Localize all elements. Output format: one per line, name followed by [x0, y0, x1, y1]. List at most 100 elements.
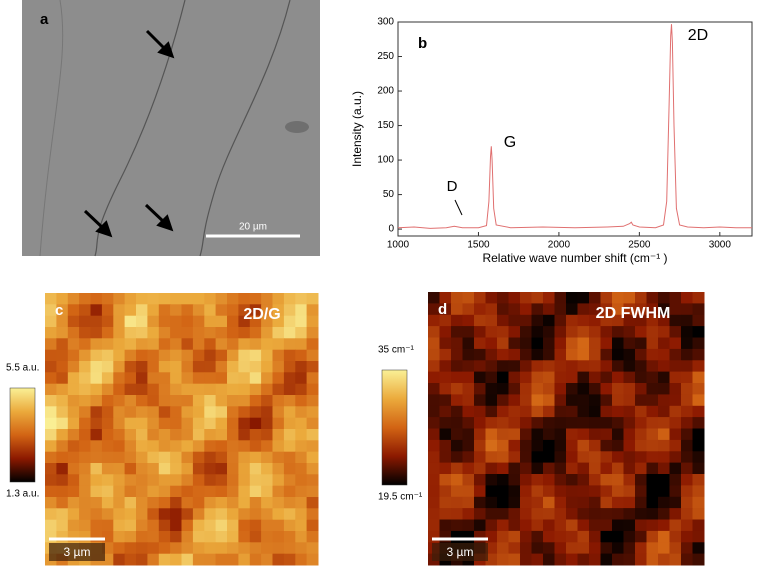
heatmap-cell: [612, 553, 624, 566]
heatmap-cell: [451, 451, 463, 464]
heatmap-cell: [600, 326, 613, 338]
heatmap-cell: [147, 372, 160, 385]
heatmap-cell: [554, 508, 567, 520]
heatmap-cell: [67, 485, 80, 498]
heatmap-cell: [113, 293, 126, 305]
heatmap-cell: [589, 383, 601, 395]
heatmap-cell: [577, 451, 590, 464]
heatmap-cell: [101, 542, 114, 555]
heatmap-cell: [238, 383, 251, 396]
heatmap-cell: [623, 383, 636, 395]
heatmap-cell: [181, 338, 194, 351]
heatmap-cell: [658, 542, 670, 555]
heatmap-cell: [101, 429, 114, 441]
heatmap-cell: [439, 496, 452, 509]
heatmap-cell: [249, 440, 262, 453]
heatmap-cell: [531, 474, 544, 486]
heatmap-cell: [566, 394, 578, 407]
heatmap-cell: [474, 439, 486, 452]
heatmap-cell: [295, 531, 308, 543]
heatmap-cell: [56, 474, 69, 487]
heatmap-cell: [295, 474, 308, 487]
heatmap-cell: [681, 348, 693, 361]
heatmap-cell: [623, 439, 636, 452]
heatmap-cell: [646, 348, 659, 361]
heatmap-cell: [283, 474, 296, 487]
heatmap-cell: [577, 530, 590, 543]
heatmap-cell: [170, 429, 182, 441]
heatmap-cell: [56, 372, 69, 385]
heatmap-cell: [681, 542, 693, 555]
heatmap-cell: [272, 372, 285, 385]
heatmap-cell: [612, 394, 624, 407]
heatmap-cell: [101, 293, 114, 305]
heatmap-cell: [577, 405, 590, 418]
heatmap-cell: [612, 451, 624, 464]
heatmap-cell: [249, 406, 262, 419]
heatmap-cell: [90, 304, 103, 317]
heatmap-cell: [136, 519, 148, 532]
heatmap-cell: [531, 439, 544, 452]
heatmap-cell: [474, 417, 486, 429]
heatmap-cell: [79, 383, 91, 396]
heatmap-cell: [261, 463, 273, 475]
peak-annotation: D: [447, 178, 458, 195]
heatmap-cell: [56, 406, 69, 419]
heatmap-cell: [204, 440, 217, 453]
heatmap-cell: [124, 372, 137, 385]
heatmap-cell: [566, 553, 578, 566]
heatmap-cell: [283, 338, 296, 351]
heatmap-cell: [520, 337, 532, 350]
heatmap-cell: [56, 395, 69, 407]
heatmap-cell: [124, 304, 137, 317]
heatmap-cell: [158, 519, 171, 532]
heatmap-cell: [531, 371, 544, 384]
heatmap-cell: [283, 315, 296, 328]
heatmap-cell: [623, 303, 636, 316]
heatmap-cell: [238, 304, 251, 317]
heatmap-cell: [497, 292, 509, 304]
heatmap-cell: [554, 519, 567, 532]
panel-c: 5.5 a.u. 1.3 a.u. c 2D/G 3 µm: [6, 293, 319, 566]
heatmap-cell: [192, 531, 205, 543]
heatmap-cell: [192, 349, 205, 362]
heatmap-cell: [45, 383, 57, 396]
heatmap-cell: [681, 292, 693, 304]
heatmap-cell: [56, 519, 69, 532]
heatmap-cell: [474, 508, 486, 520]
heatmap-cell: [249, 338, 262, 351]
heatmap-cell: [531, 451, 544, 464]
heatmap-cell: [124, 531, 137, 543]
heatmap-cell: [658, 485, 670, 498]
heatmap-cell: [295, 293, 308, 305]
heatmap-cell: [520, 474, 532, 486]
heatmap-cell: [508, 337, 521, 350]
heatmap-cell: [113, 519, 126, 532]
heatmap-cell: [124, 519, 137, 532]
heatmap-cell: [451, 383, 463, 395]
heatmap-cell: [554, 348, 567, 361]
heatmap-cell: [600, 462, 613, 475]
heatmap-cell: [79, 349, 91, 362]
heatmap-cell: [554, 405, 567, 418]
heatmap-cell: [56, 293, 69, 305]
heatmap-cell: [101, 451, 114, 464]
heatmap-cell: [56, 417, 69, 430]
heatmap-cell: [554, 428, 567, 441]
heatmap-cell: [428, 417, 440, 429]
heatmap-cell: [589, 439, 601, 452]
heatmap-cell: [283, 463, 296, 475]
heatmap-cell: [238, 485, 251, 498]
heatmap-cell: [474, 371, 486, 384]
heatmap-cell: [136, 440, 148, 453]
heatmap-cell: [306, 485, 319, 498]
heatmap-cell: [681, 451, 693, 464]
heatmap-cell: [192, 429, 205, 441]
heatmap-cell: [635, 451, 647, 464]
heatmap-cell: [462, 360, 475, 373]
heatmap-cell: [249, 429, 262, 441]
heatmap-cell: [136, 508, 148, 521]
heatmap-cell: [136, 315, 148, 328]
heatmap-cell: [215, 395, 228, 407]
heatmap-cell: [181, 304, 194, 317]
